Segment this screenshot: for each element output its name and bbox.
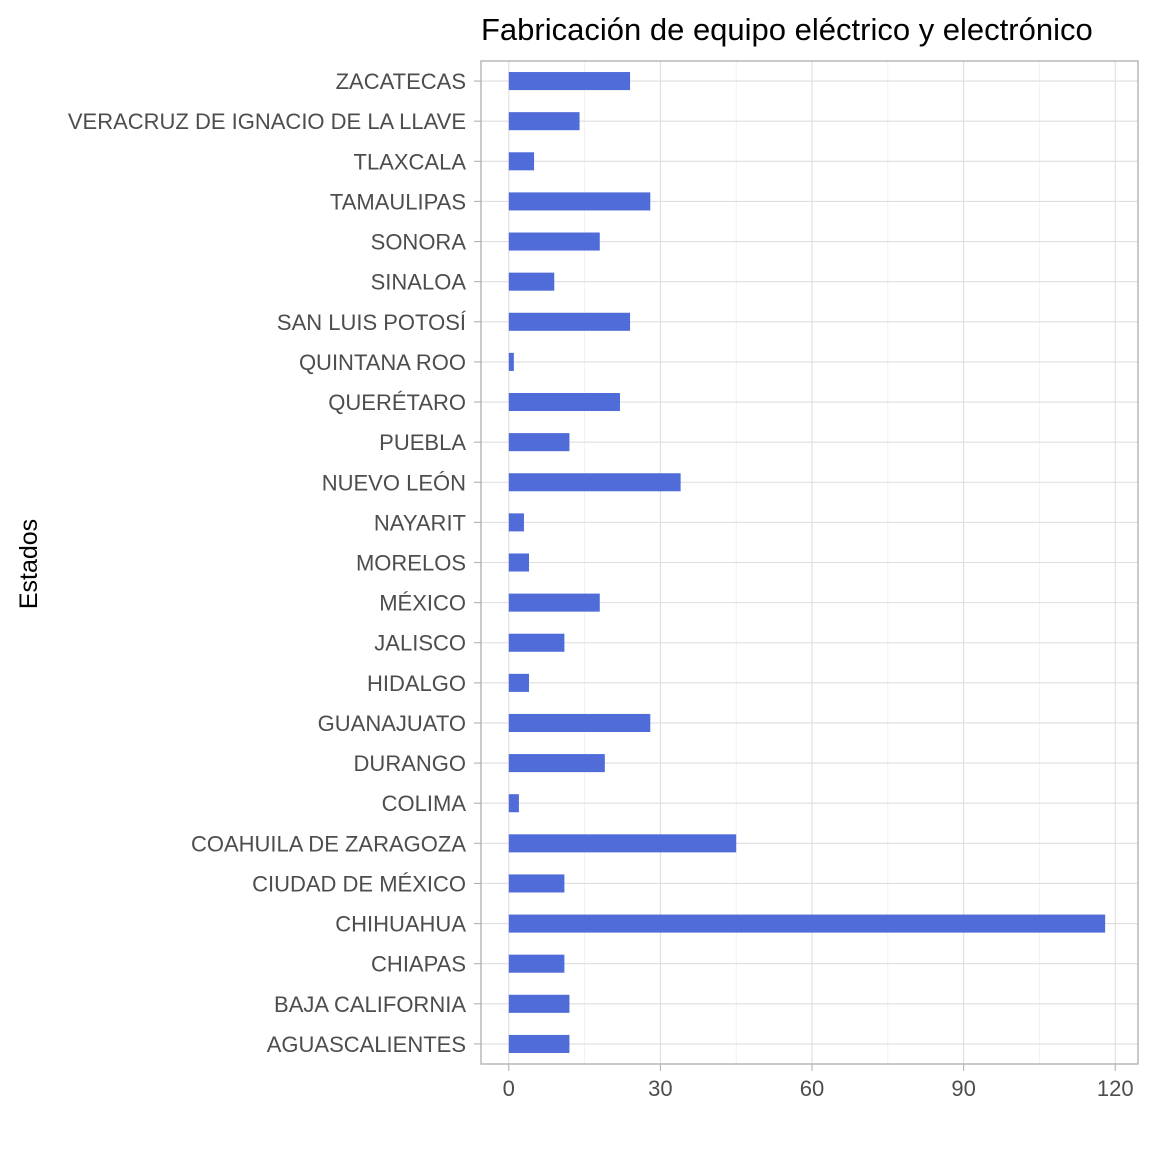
bar (508, 392, 620, 412)
y-tick-label: TAMAULIPAS (330, 189, 466, 214)
bars (508, 72, 1106, 1053)
y-tick-label: JALISCO (374, 631, 466, 656)
y-tick-label: NAYARIT (374, 510, 466, 535)
y-tick-label: MORELOS (356, 551, 466, 576)
y-tick-label: SINALOA (371, 270, 467, 295)
bar (508, 713, 651, 733)
bar (508, 834, 737, 853)
y-tick-label: VERACRUZ DE IGNACIO DE LA LLAVE (68, 109, 466, 134)
bar (508, 352, 514, 371)
y-tick-label: ZACATECAS (336, 69, 466, 94)
x-tick-label: 90 (951, 1076, 975, 1101)
y-tick-label: PUEBLA (379, 430, 466, 455)
y-tick-label: GUANAJUATO (318, 711, 466, 736)
y-tick-label: CIUDAD DE MÉXICO (252, 871, 466, 896)
bar (508, 272, 555, 291)
bar (508, 192, 651, 211)
y-tick-label: BAJA CALIFORNIA (274, 992, 466, 1017)
y-tick-label: AGUASCALIENTES (267, 1032, 466, 1057)
y-axis-title: Estados (15, 519, 43, 609)
x-axis: 0 30 60 90 120 (503, 1064, 1134, 1101)
bar (508, 553, 530, 572)
bar (508, 433, 570, 452)
bar (508, 312, 631, 331)
bar (508, 513, 524, 532)
x-tick-label: 30 (648, 1076, 672, 1101)
bar (508, 754, 605, 773)
chart-title: Fabricación de equipo eléctrico y electr… (481, 12, 1093, 47)
y-tick-label: CHIAPAS (371, 952, 466, 977)
x-tick-label: 60 (800, 1076, 824, 1101)
y-tick-label: DURANGO (354, 751, 466, 776)
bar (508, 994, 570, 1013)
bar (508, 232, 600, 251)
y-tick-label: TLAXCALA (354, 149, 467, 174)
bar (508, 1034, 570, 1053)
y-tick-label: QUINTANA ROO (299, 350, 466, 375)
grid-lines (481, 61, 1138, 1064)
bar (508, 914, 1106, 933)
bar (508, 633, 565, 652)
y-tick-label: COLIMA (382, 791, 467, 816)
y-tick-label: SONORA (371, 230, 467, 255)
bar (508, 874, 565, 893)
y-axis: AGUASCALIENTES BAJA CALIFORNIA CHIAPAS CHIH… (68, 69, 481, 1057)
x-tick-label: 120 (1097, 1076, 1134, 1101)
y-tick-label: NUEVO LEÓN (322, 470, 466, 495)
bar (508, 72, 631, 91)
y-tick-label: QUERÉTARO (328, 390, 466, 415)
x-tick-label: 0 (503, 1076, 515, 1101)
y-tick-label: COAHUILA DE ZARAGOZA (191, 831, 466, 856)
y-tick-label: HIDALGO (367, 671, 466, 696)
bar (508, 794, 519, 813)
bar (508, 593, 600, 612)
bar (508, 673, 530, 692)
bar (508, 473, 681, 492)
y-tick-label: MÉXICO (379, 591, 466, 616)
bar (508, 112, 580, 131)
bar (508, 152, 535, 171)
y-tick-label: SAN LUIS POTOSÍ (277, 310, 467, 335)
y-tick-label: CHIHUAHUA (335, 912, 466, 937)
bar (508, 954, 565, 973)
